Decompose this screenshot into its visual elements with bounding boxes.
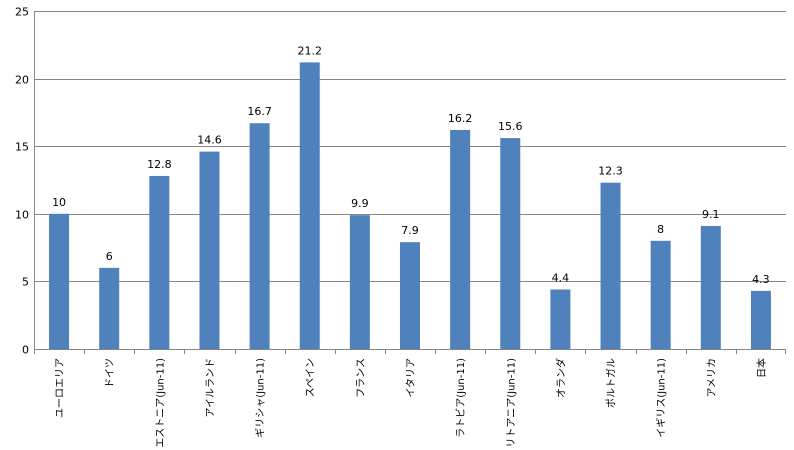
category-label: オランダ — [554, 358, 567, 398]
bar — [299, 62, 320, 349]
data-label: 7.9 — [401, 224, 419, 237]
data-label: 8 — [657, 223, 664, 236]
y-tick-label: 5 — [22, 276, 29, 289]
data-label: 10 — [52, 196, 66, 209]
bar — [700, 225, 721, 349]
x-axis-category-labels: ユーロエリア ドイツ エストニア(Jun-11) アイルランド ギリシャ(Jun-11)… — [55, 358, 768, 448]
y-tick-label: 25 — [15, 6, 29, 19]
bar — [49, 213, 70, 349]
data-label: 16.7 — [247, 105, 272, 118]
bar — [149, 175, 170, 349]
data-label: 9.1 — [702, 208, 720, 221]
category-label: ドイツ — [105, 358, 116, 388]
data-label: 6 — [106, 250, 113, 263]
bar — [550, 289, 571, 349]
data-label: 15.6 — [498, 120, 523, 133]
category-label: イタリア — [405, 358, 417, 398]
y-tick-label: 15 — [15, 141, 29, 154]
category-label: アメリカ — [706, 358, 718, 398]
axes — [34, 11, 786, 354]
category-label: ギリシャ(Jun-11) — [255, 358, 267, 438]
data-label: 16.2 — [448, 112, 473, 125]
category-label: エストニア(Jun-11) — [155, 358, 166, 448]
data-label: 4.4 — [552, 272, 570, 285]
category-label: ポルトガル — [606, 358, 618, 408]
category-label: 日本 — [755, 358, 768, 378]
bar — [450, 129, 471, 349]
category-label: アイルランド — [204, 358, 216, 418]
category-label: フランス — [355, 358, 367, 398]
category-label: ラトビア(Jun-11) — [455, 358, 467, 438]
data-label: 4.3 — [752, 273, 770, 286]
y-tick-label: 10 — [15, 209, 29, 222]
category-label: イギリス(Jun-11) — [656, 358, 668, 438]
data-label: 12.8 — [147, 158, 172, 171]
data-label: 14.6 — [197, 134, 222, 147]
data-label: 12.3 — [598, 165, 623, 178]
bar — [400, 242, 420, 349]
bar — [750, 290, 771, 349]
bar — [600, 182, 621, 349]
bar — [650, 240, 671, 349]
gridlines — [34, 11, 786, 282]
bar — [349, 215, 370, 349]
category-label: スペイン — [306, 358, 317, 397]
bars — [49, 62, 771, 349]
bar — [99, 267, 120, 349]
y-tick-label: 0 — [22, 344, 29, 357]
data-label: 9.9 — [351, 197, 369, 210]
data-label: 21.2 — [297, 44, 322, 57]
bar — [500, 138, 521, 349]
y-tick-label: 20 — [15, 74, 29, 87]
data-labels: 10 6 12.8 14.6 16.7 21.2 9.9 7.9 16.2 15.6 4.4 12.3… — [52, 44, 770, 285]
y-axis-tick-labels: 0 5 10 15 20 25 — [15, 6, 29, 357]
bar — [249, 123, 270, 349]
category-label: リトアニア(Jun-11) — [506, 358, 517, 448]
bar — [199, 151, 220, 349]
category-label: ユーロエリア — [55, 358, 66, 418]
